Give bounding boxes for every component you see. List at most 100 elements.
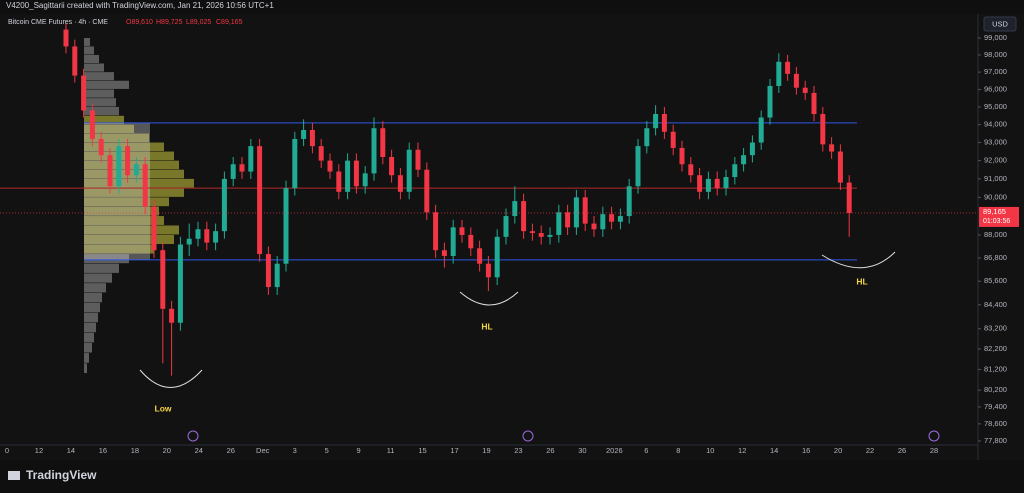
- attribution: V4200_Sagittarii created with TradingVie…: [6, 1, 274, 10]
- profile-bar: [84, 273, 112, 283]
- profile-bar: [84, 160, 179, 170]
- profile-bar: [84, 263, 119, 273]
- candle-body: [846, 182, 852, 213]
- ohlc-label: L89,025: [186, 19, 211, 26]
- candle-body: [230, 164, 236, 179]
- logo: TradingView: [8, 468, 97, 482]
- candle-body: [406, 149, 412, 192]
- arc: [459, 291, 519, 306]
- candle-body: [741, 155, 747, 165]
- y-tick-label: 99,000: [984, 33, 1007, 42]
- candle-body: [785, 61, 791, 74]
- logo-mark: [8, 471, 20, 480]
- candle-body: [248, 146, 254, 172]
- y-tick-label: 98,000: [984, 50, 1007, 59]
- profile-bar: [84, 46, 94, 55]
- y-tick-label: 81,200: [984, 364, 1007, 373]
- x-tick-label: 18: [131, 446, 139, 455]
- profile-bar: [84, 63, 104, 72]
- ohlc-label: C89,165: [216, 19, 243, 26]
- candle-body: [723, 177, 729, 189]
- candle-body: [617, 216, 623, 222]
- candle-body: [389, 156, 395, 176]
- candle-body: [758, 117, 764, 143]
- candle-body: [653, 114, 659, 129]
- x-tick-label: 8: [676, 446, 680, 455]
- x-tick-label: 16: [802, 446, 810, 455]
- candle-body: [353, 160, 359, 187]
- candle-body: [274, 263, 280, 288]
- y-tick-label: 91,000: [984, 174, 1007, 183]
- candle-body: [802, 87, 808, 93]
- profile-bar: [84, 133, 149, 143]
- profile-bar: [84, 225, 179, 235]
- profile-bar: [84, 80, 129, 89]
- x-tick-label: 28: [930, 446, 938, 455]
- profile-bar: [84, 283, 106, 293]
- candle-body: [670, 131, 676, 148]
- candle-body: [72, 46, 78, 76]
- candle-body: [195, 229, 201, 239]
- price-tag: [979, 206, 1019, 227]
- candle-body: [89, 110, 95, 139]
- annotation: HL: [856, 276, 867, 286]
- profile-bar: [84, 322, 96, 333]
- candle-body: [441, 250, 447, 256]
- candle-body: [283, 188, 289, 264]
- profile-bar: [84, 363, 87, 374]
- candle-body: [591, 223, 597, 230]
- candle-body: [837, 151, 843, 183]
- x-tick-label: 10: [706, 446, 714, 455]
- y-tick-label: 80,200: [984, 385, 1007, 394]
- y-tick-label: 94,000: [984, 120, 1007, 129]
- y-tick-label: 86,800: [984, 253, 1007, 262]
- y-tick-label: 96,000: [984, 84, 1007, 93]
- value-area-overlay: [84, 122, 150, 260]
- candle-body: [239, 164, 245, 172]
- x-tick-label: Dec: [256, 446, 270, 455]
- x-tick-label: 11: [387, 446, 395, 455]
- currency[interactable]: USD: [992, 19, 1008, 28]
- x-tick-label: 24: [195, 446, 203, 455]
- candle-body: [397, 175, 403, 192]
- jump-icon[interactable]: [928, 430, 940, 442]
- y-tick-label: 82,200: [984, 344, 1007, 353]
- x-tick-label: 12: [738, 446, 746, 455]
- profile-bar: [84, 178, 194, 188]
- profile-bar: [84, 234, 174, 244]
- candle-body: [582, 197, 588, 224]
- jump-icon[interactable]: [522, 430, 534, 442]
- candle-body: [705, 178, 711, 192]
- candle-body: [609, 214, 615, 222]
- candle-body: [265, 254, 271, 288]
- x-tick-label: 9: [357, 446, 361, 455]
- price-tag-countdown: 01:03:56: [983, 218, 1010, 225]
- y-tick-label: 93,000: [984, 138, 1007, 147]
- candle-body: [512, 201, 518, 217]
- x-tick-label: 14: [67, 446, 75, 455]
- profile-bar: [84, 54, 99, 64]
- candle-body: [556, 212, 562, 235]
- currency-box[interactable]: [983, 16, 1017, 32]
- candle-body: [767, 85, 773, 118]
- y-tick-label: 88,000: [984, 230, 1007, 239]
- candle-body: [424, 169, 430, 213]
- candle-body: [133, 164, 139, 176]
- profile-bar: [84, 197, 169, 207]
- candle-body: [81, 75, 87, 111]
- price-tag-value: 89,165: [983, 207, 1006, 216]
- x-tick-label: 12: [35, 446, 43, 455]
- candle-body: [63, 29, 69, 47]
- candle-body: [468, 234, 474, 249]
- candle-body: [749, 142, 755, 156]
- candle-body: [221, 178, 227, 232]
- x-tick-label: 16: [99, 446, 107, 455]
- candle-body: [732, 164, 738, 178]
- candle-body: [204, 229, 210, 243]
- marks: [0, 22, 978, 376]
- jump-icon[interactable]: [187, 430, 199, 442]
- profile-bar: [84, 216, 164, 225]
- candle-body: [688, 164, 694, 176]
- x-tick-label: 19: [482, 446, 490, 455]
